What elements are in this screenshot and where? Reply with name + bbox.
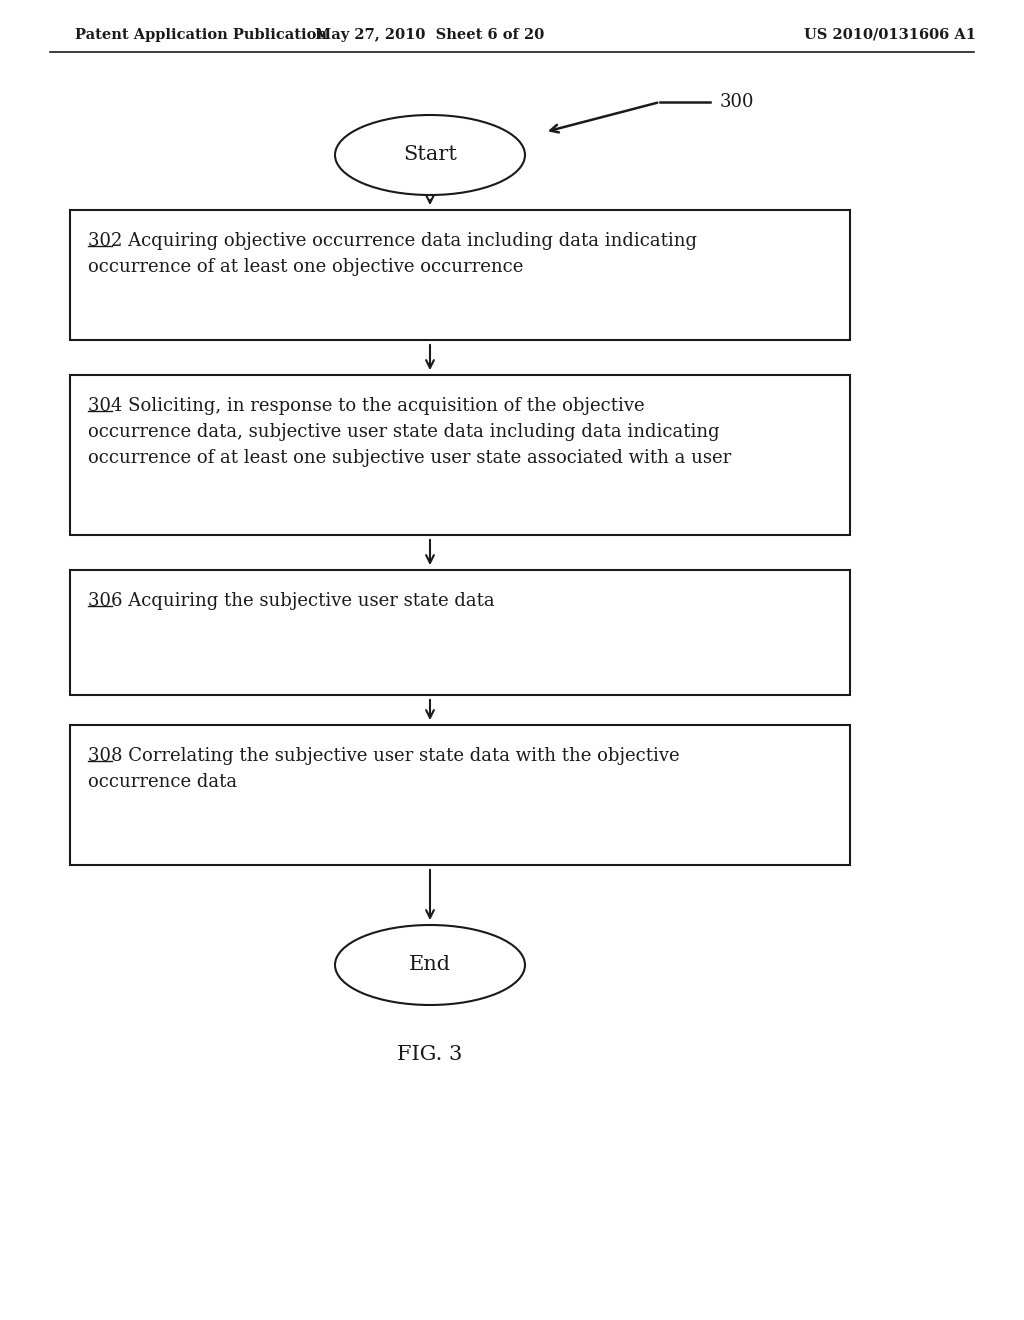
Bar — [70, 725, 850, 865]
Text: May 27, 2010  Sheet 6 of 20: May 27, 2010 Sheet 6 of 20 — [315, 28, 545, 42]
Text: occurrence of at least one objective occurrence: occurrence of at least one objective occ… — [88, 257, 523, 276]
Text: occurrence data: occurrence data — [88, 774, 238, 791]
Text: occurrence of at least one subjective user state associated with a user: occurrence of at least one subjective us… — [88, 449, 731, 467]
Text: 308 Correlating the subjective user state data with the objective: 308 Correlating the subjective user stat… — [88, 747, 680, 766]
Text: Patent Application Publication: Patent Application Publication — [75, 28, 327, 42]
Bar — [70, 375, 850, 535]
Text: US 2010/0131606 A1: US 2010/0131606 A1 — [804, 28, 976, 42]
Text: Start: Start — [403, 145, 457, 165]
Text: 302 Acquiring objective occurrence data including data indicating: 302 Acquiring objective occurrence data … — [88, 232, 697, 249]
Text: FIG. 3: FIG. 3 — [397, 1045, 463, 1064]
Bar — [70, 570, 850, 696]
Text: End: End — [409, 956, 451, 974]
Text: 306 Acquiring the subjective user state data: 306 Acquiring the subjective user state … — [88, 591, 495, 610]
Text: occurrence data, subjective user state data including data indicating: occurrence data, subjective user state d… — [88, 422, 720, 441]
Text: 304 Soliciting, in response to the acquisition of the objective: 304 Soliciting, in response to the acqui… — [88, 397, 645, 414]
Text: 300: 300 — [720, 92, 755, 111]
Bar — [70, 210, 850, 341]
